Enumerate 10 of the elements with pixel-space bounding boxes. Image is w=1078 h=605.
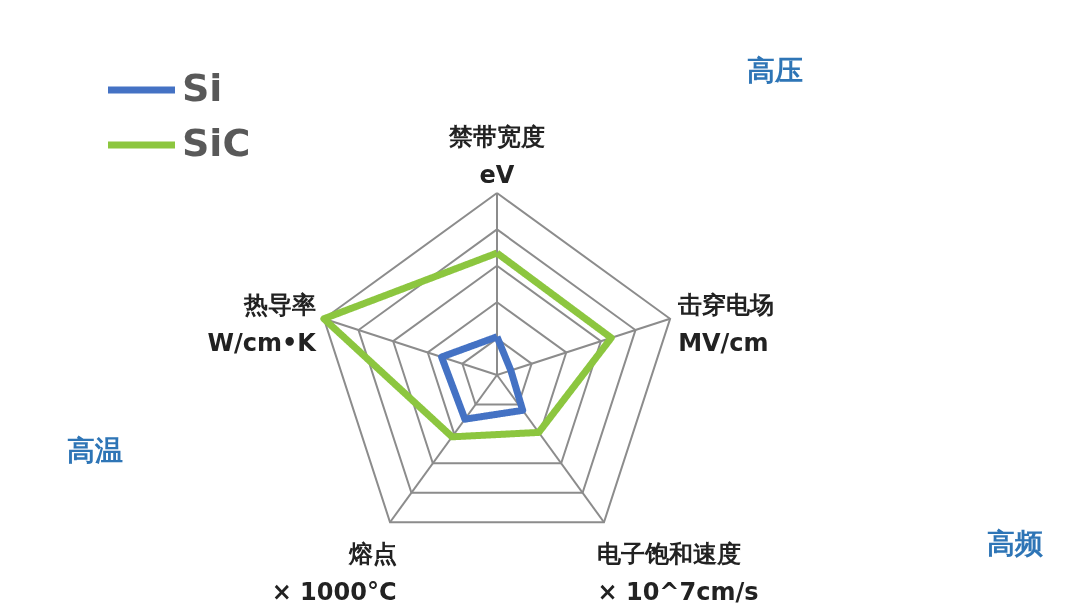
legend-label: Si (182, 66, 223, 110)
text: 高频 (987, 527, 1044, 560)
spoke-label: 电子饱和速度 × 10^7cm/s (597, 539, 759, 605)
legend-label: SiC (182, 121, 251, 165)
spoke-label: 热导率 W/cm•K (207, 291, 318, 358)
spoke-label: 禁带宽度 eV (448, 123, 545, 189)
spoke-label: 击穿电场 MV/cm (677, 291, 775, 358)
text: 高温 (67, 434, 123, 467)
text: 高压 (747, 54, 803, 87)
spoke-label: 熔点 × 1000°C (271, 539, 397, 605)
